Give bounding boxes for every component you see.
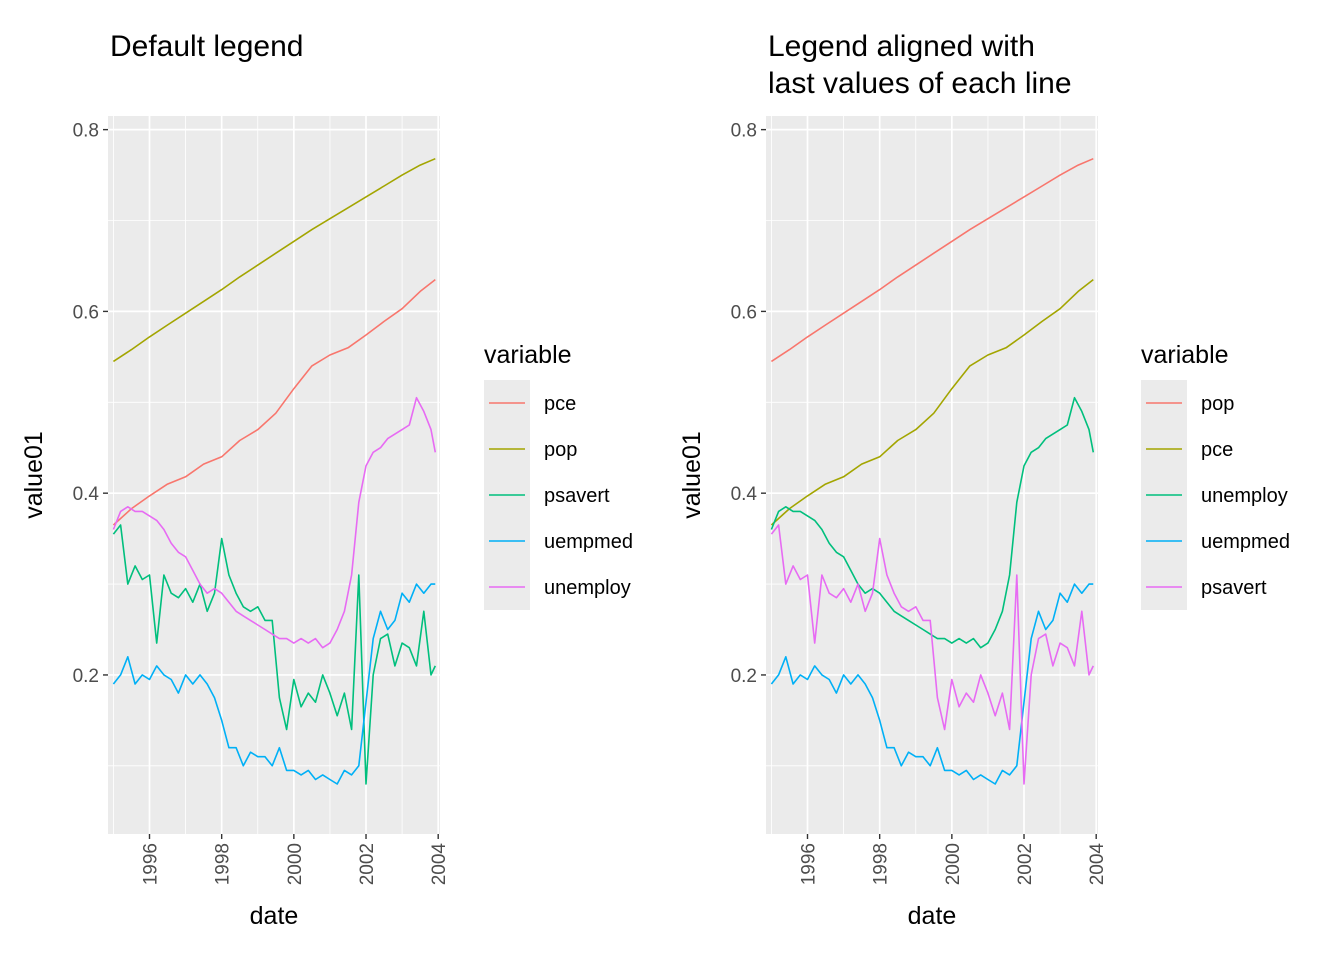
series-line-pce xyxy=(770,278,1094,526)
x-tick-label: 1998 xyxy=(213,843,234,885)
y-tick-label: 0.6 xyxy=(73,302,99,323)
series-line-psavert xyxy=(112,524,437,785)
legend-label-uempmed: uempmed xyxy=(544,531,633,553)
y-tick-label: 0.2 xyxy=(731,666,757,687)
plot-background xyxy=(766,116,1098,834)
series-line-psavert xyxy=(770,524,1095,785)
x-tick-label: 1996 xyxy=(141,843,162,885)
legend-label-pop: pop xyxy=(1201,393,1234,415)
y-axis-title: value01 xyxy=(20,431,48,519)
x-tick-label: 1998 xyxy=(871,843,892,885)
x-tick-label: 2000 xyxy=(943,843,964,885)
x-tick-label: 1996 xyxy=(799,843,820,885)
legend: variable pop pce unemploy uempmed psavert xyxy=(1141,341,1290,610)
legend-label-pce: pce xyxy=(1201,439,1233,461)
x-tick-label: 2004 xyxy=(1087,843,1108,886)
series-line-uempmed xyxy=(770,583,1094,785)
legend-label-psavert: psavert xyxy=(544,485,610,507)
chart-title-line: Default legend xyxy=(110,30,303,63)
x-axis-title: date xyxy=(250,902,299,930)
y-tick-label: 0.8 xyxy=(73,121,99,142)
y-axis-title: value01 xyxy=(678,431,706,519)
series-line-unemploy xyxy=(770,396,1095,649)
legend-label-pop: pop xyxy=(544,439,577,461)
legend-title: variable xyxy=(1141,341,1229,369)
legend-label-unemploy: unemploy xyxy=(544,577,631,599)
series-line-unemploy xyxy=(112,396,437,649)
legend-title: variable xyxy=(484,341,572,369)
y-tick-label: 0.4 xyxy=(73,484,100,505)
chart-panel-1: Default legend 0.2 0.4 0.6 0.8 1996 1998 2000 20… xyxy=(20,30,633,930)
chart-title-line: last values of each line xyxy=(768,67,1072,100)
chart-panel-2: Legend aligned with last values of each l… xyxy=(678,30,1290,930)
chart-title: Legend aligned with last values of each l… xyxy=(768,30,1072,100)
x-tick-label: 2004 xyxy=(429,843,450,886)
series-line-pop xyxy=(770,157,1094,363)
y-tick-label: 0.2 xyxy=(73,666,99,687)
legend: variable pce pop psavert uempmed unemploy xyxy=(484,341,633,610)
y-tick-label: 0.6 xyxy=(731,302,757,323)
series-line-pce xyxy=(112,278,436,526)
series-line-uempmed xyxy=(112,583,436,785)
chart-title-line: Legend aligned with xyxy=(768,30,1035,63)
legend-label-uempmed: uempmed xyxy=(1201,531,1290,553)
legend-label-pce: pce xyxy=(544,393,576,415)
series-line-pop xyxy=(112,157,436,363)
legend-label-psavert: psavert xyxy=(1201,577,1267,599)
plot-background xyxy=(108,116,440,834)
x-tick-label: 2002 xyxy=(1015,843,1036,885)
x-tick-label: 2000 xyxy=(285,843,306,885)
x-axis-title: date xyxy=(908,902,957,930)
chart-title: Default legend xyxy=(110,30,303,63)
legend-label-unemploy: unemploy xyxy=(1201,485,1288,507)
x-tick-label: 2002 xyxy=(357,843,378,885)
y-tick-label: 0.4 xyxy=(731,484,758,505)
y-tick-label: 0.8 xyxy=(731,121,757,142)
